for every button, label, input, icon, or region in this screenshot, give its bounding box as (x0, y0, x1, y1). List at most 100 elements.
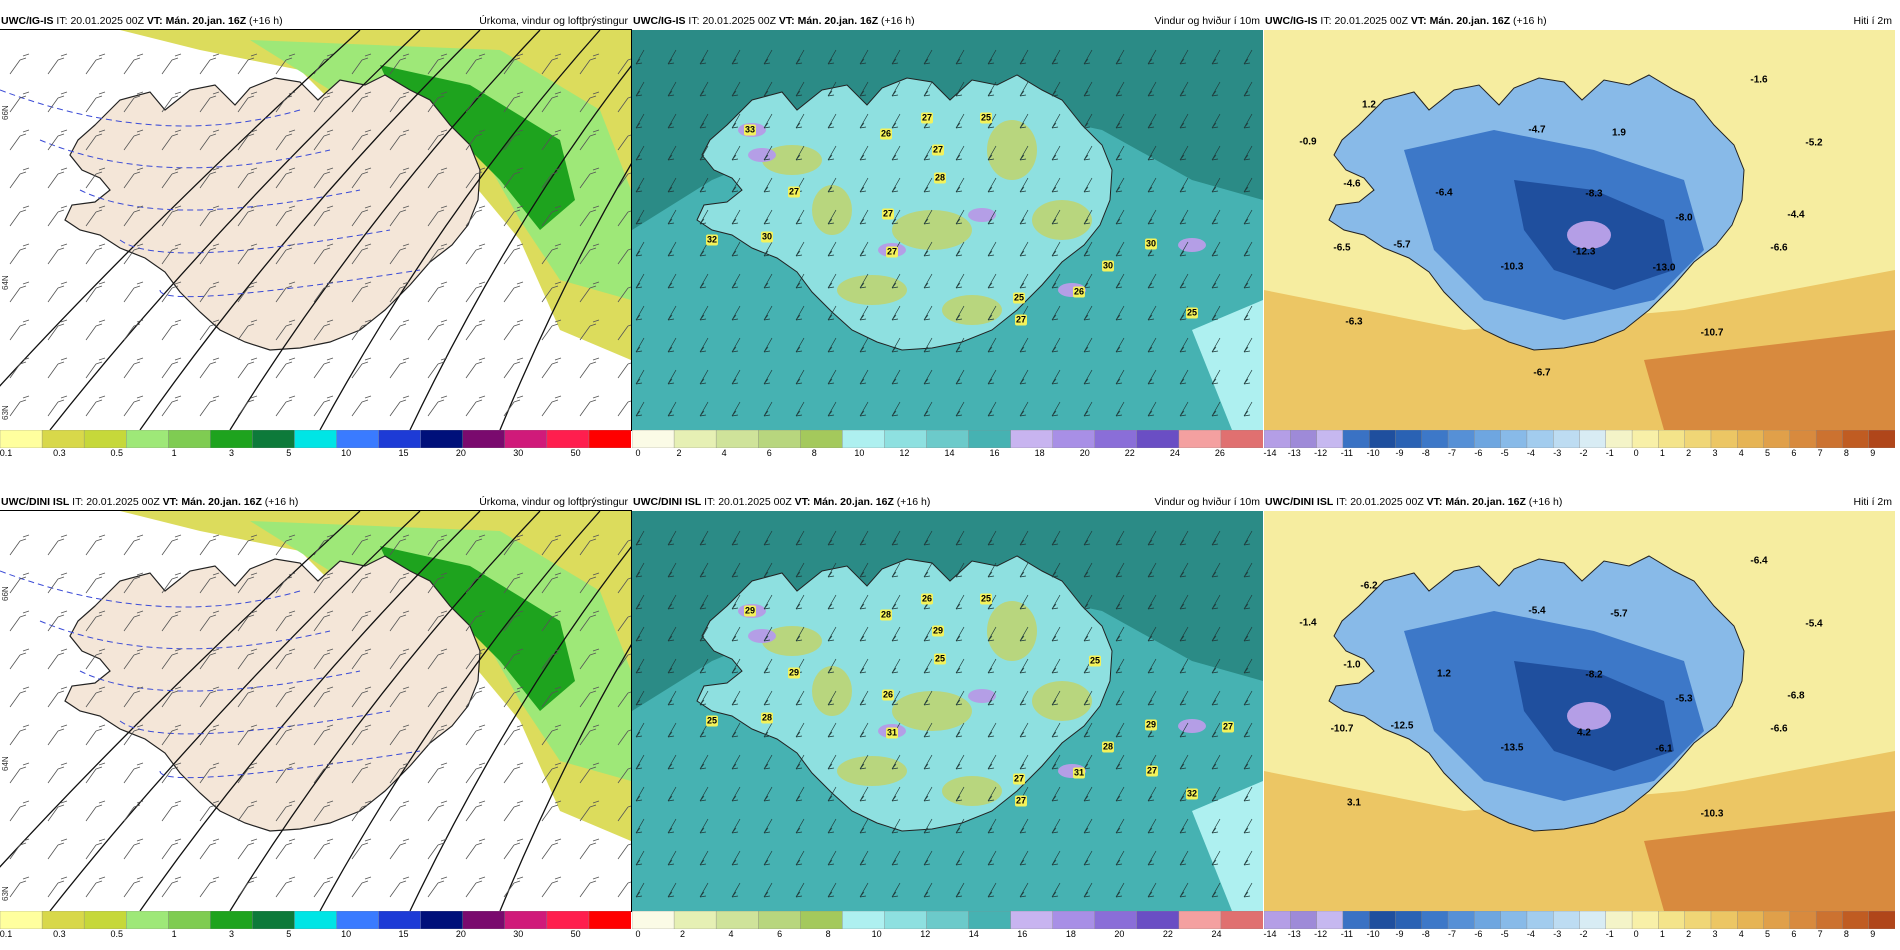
colorbar-swatch (1178, 430, 1222, 448)
colorbar-swatch (1368, 911, 1397, 929)
run-info: UWC/DINI ISL IT: 20.01.2025 00Z VT: Mán.… (1265, 496, 1563, 508)
colorbar-swatch (1684, 911, 1712, 929)
colorbar-tick-label: 3 (1712, 929, 1718, 939)
gust-value-label: 25 (1012, 292, 1026, 304)
colorbar-swatch (1264, 430, 1291, 448)
colorbar-tick-label: -2 (1579, 448, 1588, 458)
colorbar-tick-label: -13 (1287, 448, 1301, 458)
colorbar-swatch (1342, 911, 1370, 929)
colorbar-swatch (1526, 911, 1554, 929)
colorbar-swatch (1684, 430, 1712, 448)
gust-value-label: 31 (1072, 767, 1086, 779)
colorbar-swatch (1136, 430, 1180, 448)
gust-value-label: 30 (760, 231, 774, 243)
colorbar-tick-label: 9 (1870, 448, 1876, 458)
temperature-value-label: -6.8 (1787, 690, 1805, 702)
colorbar-tick-label: 22 (1162, 929, 1173, 939)
colorbar-tick-label: 24 (1169, 448, 1180, 458)
temperature-value-label: -10.3 (1500, 261, 1524, 273)
colorbar-tick-label: 20 (455, 448, 466, 458)
colorbar-swatch (83, 911, 127, 929)
colorbar-tick-label: 0 (1633, 448, 1639, 458)
colorbar-swatch (1605, 430, 1633, 448)
colorbar-swatch (125, 911, 169, 929)
colorbar-swatch (294, 911, 338, 929)
colorbar-swatch (884, 911, 928, 929)
variable-title: Hiti í 2m (1853, 496, 1892, 508)
temperature-value-label: -6.7 (1533, 367, 1551, 379)
colorbar-tick-label: -7 (1448, 929, 1457, 939)
colorbar-tick-label: -11 (1340, 448, 1354, 458)
panel-header: UWC/IG-IS IT: 20.01.2025 00Z VT: Mán. 20… (1264, 12, 1895, 30)
temperature-value-label: -5.3 (1675, 693, 1693, 705)
gust-value-label: 26 (879, 128, 893, 140)
gust-value-label: 26 (1072, 286, 1086, 298)
temperature-value-label: -6.4 (1750, 555, 1768, 567)
latitude-label: 66N (1, 105, 10, 120)
colorbar-swatch (504, 430, 548, 448)
panel-bottom-temp: UWC/DINI ISL IT: 20.01.2025 00Z VT: Mán.… (1263, 493, 1895, 948)
temperature-value-label: -12.5 (1390, 720, 1414, 732)
colorbar-tick-label: -3 (1553, 448, 1562, 458)
colorbar-tick-label: 4 (728, 929, 734, 939)
colorbar-swatch (1395, 911, 1423, 929)
colorbar-swatch (757, 911, 801, 929)
colorbar-tick-label: -2 (1579, 929, 1588, 939)
colorbar-swatch (83, 430, 127, 448)
colorbar-tick-label: 26 (1214, 448, 1225, 458)
colorbar-tick-label: 12 (920, 929, 931, 939)
colorbar-tick-label: 30 (513, 448, 524, 458)
temperature-value-label: 1.9 (1612, 127, 1626, 139)
colorbar-tick-label: -6 (1474, 929, 1483, 939)
map-temp: -6.2 -1.4 -5.4 -5.7 -6.4 -5.4 -1.0 1.2 -8.2 -5.3 -… (1264, 511, 1895, 911)
colorbar-tick-label: 0.1 (0, 448, 13, 458)
colorbar-tick-label: -4 (1526, 448, 1535, 458)
temperature-value-label: -4.4 (1787, 209, 1805, 221)
colorbar-tick-label: 7 (1817, 448, 1823, 458)
colorbar-tick-label: 0.1 (0, 929, 13, 939)
colorbar-tick-label: 14 (944, 448, 955, 458)
gust-value-label: 25 (705, 715, 719, 727)
colorbar-tick-label: -10 (1366, 448, 1380, 458)
colorbar-ticks: 0 2 4 6 8 10 12 14 16 18 20 22 24 (632, 929, 1263, 943)
colorbar-tick-label: 20 (1114, 929, 1125, 939)
colorbar-swatch (1658, 911, 1686, 929)
colorbar-tick-label: 16 (1017, 929, 1028, 939)
colorbar-tick-label: 7 (1817, 929, 1823, 939)
colorbar-swatch (1421, 430, 1449, 448)
colorbar-swatch (1500, 911, 1528, 929)
temperature-value-label: -8.2 (1585, 669, 1603, 681)
colorbar-swatch (1815, 430, 1844, 448)
colorbar-swatch (546, 911, 590, 929)
colorbar-tick-label: 6 (766, 448, 772, 458)
gust-value-label: 27 (787, 186, 801, 198)
colorbar-swatch (673, 911, 717, 929)
colorbar-swatch (1763, 430, 1791, 448)
gust-value-label: 25 (979, 593, 993, 605)
panel-top-wind: UWC/IG-IS IT: 20.01.2025 00Z VT: Mán. 20… (632, 12, 1263, 467)
temperature-value-label: -6.4 (1435, 187, 1453, 199)
colorbar-tick-label: 20 (1079, 448, 1090, 458)
colorbar-tick-label: 0.5 (110, 448, 123, 458)
variable-title: Úrkoma, vindur og loftþrýstingur (479, 15, 628, 27)
colorbar-tick-label: 8 (1843, 448, 1849, 458)
colorbar-tick-label: 3 (1712, 448, 1718, 458)
colorbar-swatch (715, 911, 759, 929)
colorbar-swatch (462, 430, 506, 448)
colorbar-tick-label: 0.3 (53, 929, 66, 939)
colorbar-tick-label: -5 (1500, 448, 1509, 458)
variable-title: Úrkoma, vindur og loftþrýstingur (479, 496, 628, 508)
colorbar-swatch (378, 911, 422, 929)
colorbar-tick-label: -10 (1366, 929, 1380, 939)
colorbar-tick-label: 9 (1870, 929, 1876, 939)
gust-value-label: 25 (979, 112, 993, 124)
gust-value-label: 30 (1101, 260, 1115, 272)
panel-top-temp: UWC/IG-IS IT: 20.01.2025 00Z VT: Mán. 20… (1263, 12, 1895, 467)
run-info: UWC/IG-IS IT: 20.01.2025 00Z VT: Mán. 20… (1265, 15, 1547, 27)
panel-top-precip: UWC/IG-IS IT: 20.01.2025 00Z VT: Mán. 20… (0, 12, 632, 467)
gust-value-label: 27 (1145, 765, 1159, 777)
gust-value-label: 27 (1221, 721, 1235, 733)
map-precip: 66N 64N 63N (0, 510, 632, 912)
colorbar-tick-label: -1 (1605, 929, 1614, 939)
colorbar-swatch (1842, 430, 1870, 448)
